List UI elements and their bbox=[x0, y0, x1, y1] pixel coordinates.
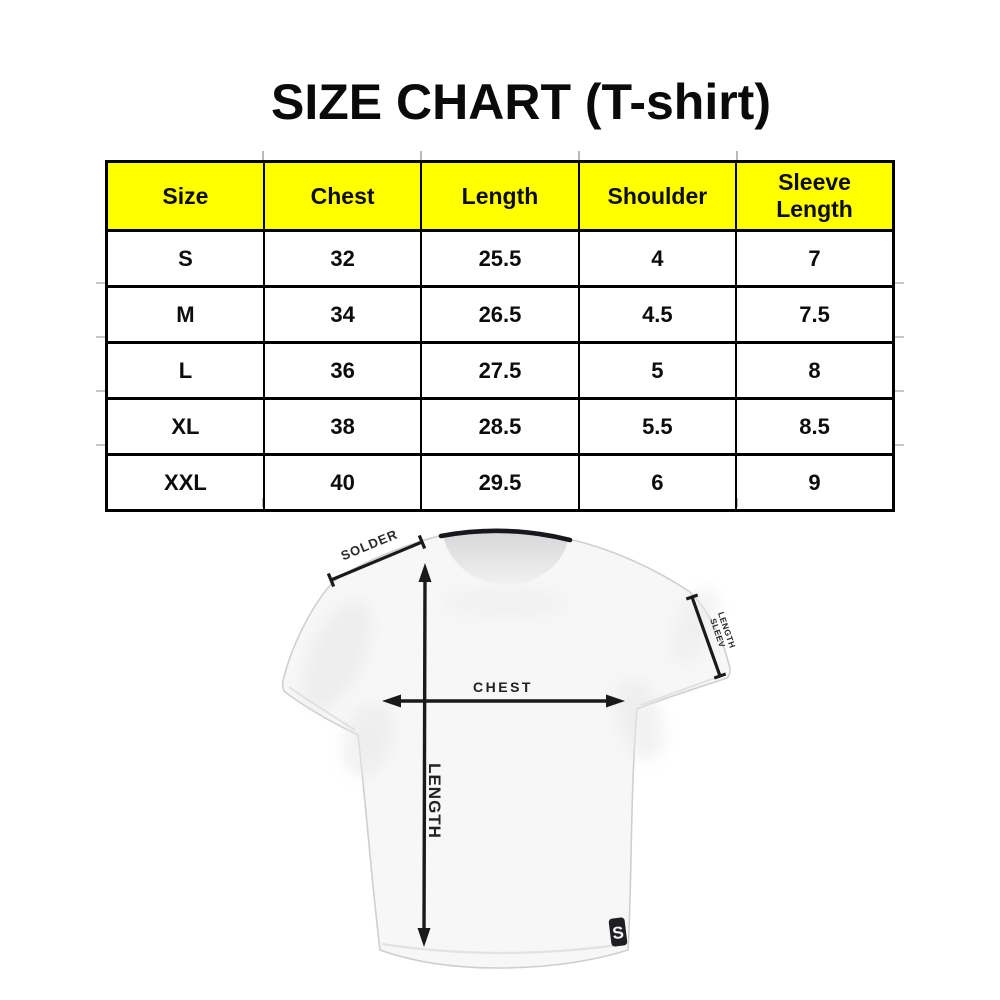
size-cell: S bbox=[104, 229, 265, 288]
table-body: S 32 25.5 4 7 M 34 26.5 4.5 7.5 L 36 27.5 5 8 XL 38 28.5 5… bbox=[104, 229, 896, 512]
value-cell: 5.5 bbox=[577, 397, 738, 456]
header-cell: Length bbox=[420, 160, 580, 232]
table-row: L 36 27.5 5 8 bbox=[104, 341, 896, 400]
value-cell: 5 bbox=[577, 341, 738, 400]
value-cell: 9 bbox=[735, 453, 896, 512]
value-cell: 36 bbox=[262, 341, 423, 400]
size-cell: M bbox=[104, 285, 265, 344]
table-row: S 32 25.5 4 7 bbox=[104, 229, 896, 288]
tshirt-body bbox=[281, 530, 731, 969]
size-cell: L bbox=[104, 341, 265, 400]
value-cell: 40 bbox=[262, 453, 423, 512]
value-cell: 28.5 bbox=[420, 397, 580, 456]
table-row: XL 38 28.5 5.5 8.5 bbox=[104, 397, 896, 456]
length-label: LENGTH bbox=[425, 763, 444, 839]
header-cell: Sleeve Length bbox=[735, 160, 896, 232]
value-cell: 32 bbox=[262, 229, 423, 288]
size-table: Size Chest Length Shoulder Sleeve Length S 32… bbox=[104, 160, 896, 512]
tshirt-measurement-diagram: LENGTH CHEST SOLDER SLEEV LENGTH S bbox=[281, 526, 738, 969]
value-cell: 4.5 bbox=[577, 285, 738, 344]
brand-tag: S bbox=[608, 917, 628, 947]
size-cell: XL bbox=[104, 397, 265, 456]
value-cell: 25.5 bbox=[420, 229, 580, 288]
value-cell: 34 bbox=[262, 285, 423, 344]
value-cell: 27.5 bbox=[420, 341, 580, 400]
length-arrow bbox=[417, 563, 432, 947]
header-cell: Chest bbox=[262, 160, 423, 232]
sleeve-measure-line bbox=[685, 593, 727, 680]
value-cell: 7.5 bbox=[735, 285, 896, 344]
value-cell: 29.5 bbox=[420, 453, 580, 512]
value-cell: 6 bbox=[577, 453, 738, 512]
table-row: XXL 40 29.5 6 9 bbox=[104, 453, 896, 512]
shoulder-measure-line bbox=[326, 534, 427, 588]
brand-tag-letter: S bbox=[611, 923, 625, 943]
value-cell: 26.5 bbox=[420, 285, 580, 344]
neck-opening bbox=[443, 531, 568, 585]
header-cell: Size bbox=[104, 160, 265, 232]
value-cell: 8 bbox=[735, 341, 896, 400]
tshirt-shading bbox=[303, 587, 718, 777]
size-cell: XXL bbox=[104, 453, 265, 512]
header-cell: Shoulder bbox=[577, 160, 738, 232]
table-row: M 34 26.5 4.5 7.5 bbox=[104, 285, 896, 344]
header-row: Size Chest Length Shoulder Sleeve Length bbox=[104, 160, 896, 232]
page-title: SIZE CHART (T-shirt) bbox=[271, 74, 771, 130]
chest-arrow bbox=[382, 694, 625, 708]
value-cell: 7 bbox=[735, 229, 896, 288]
chest-label: CHEST bbox=[473, 679, 533, 695]
collar-trim bbox=[438, 528, 573, 543]
value-cell: 38 bbox=[262, 397, 423, 456]
value-cell: 4 bbox=[577, 229, 738, 288]
value-cell: 8.5 bbox=[735, 397, 896, 456]
